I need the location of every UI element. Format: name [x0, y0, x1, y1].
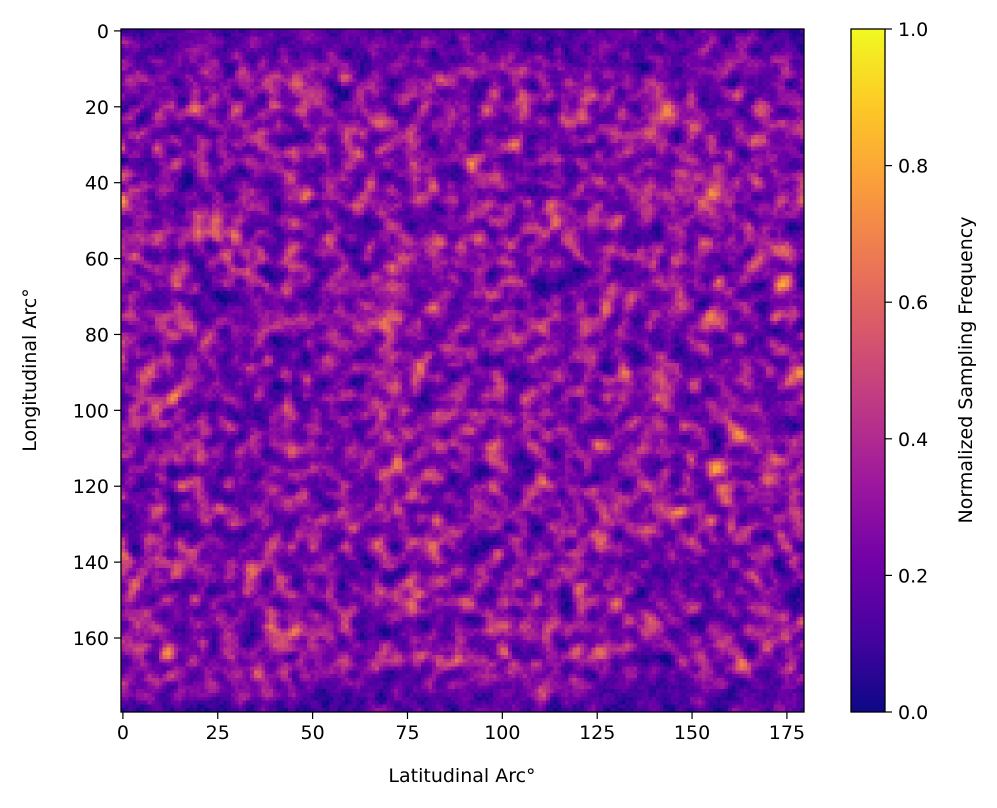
heatmap-plot-area: [120, 28, 805, 713]
colorbar-tick-label: 0.4: [898, 429, 928, 451]
colorbar-ticks: 0.0 0.2 0.4 0.6 0.8 1.0: [885, 19, 928, 724]
y-tick-label: 160: [73, 628, 109, 650]
y-tick-label: 140: [73, 552, 109, 574]
x-tick-label: 25: [206, 722, 230, 744]
x-axis-ticks: 0 25 50 75 100 125 150 175: [117, 712, 805, 744]
colorbar: 0.0 0.2 0.4 0.6 0.8 1.0 Normalized Sampling F…: [850, 19, 977, 724]
x-tick-label: 50: [301, 722, 325, 744]
colorbar-frame: [850, 28, 886, 713]
x-axis-label: Latitudinal Arc°: [388, 765, 535, 787]
x-tick-label: 125: [579, 722, 615, 744]
heatmap-image: [121, 29, 804, 712]
colorbar-label: Normalized Sampling Frequency: [955, 217, 977, 524]
y-tick-label: 0: [97, 21, 109, 43]
x-tick-label: 175: [769, 722, 805, 744]
x-tick-label: 100: [484, 722, 520, 744]
plot-frame: [120, 28, 805, 713]
x-tick-label: 150: [674, 722, 710, 744]
y-axis-label: Longitudinal Arc°: [19, 288, 41, 451]
y-axis-ticks: 0 20 40 60 80 100 120 140 160: [73, 21, 121, 650]
colorbar-tick-label: 0.8: [898, 156, 928, 178]
colorbar-tick-label: 0.0: [898, 702, 928, 724]
x-tick-label: 75: [395, 722, 419, 744]
y-tick-label: 80: [85, 324, 109, 346]
y-tick-label: 60: [85, 249, 109, 271]
y-tick-label: 100: [73, 400, 109, 422]
x-tick-label: 0: [117, 722, 129, 744]
colorbar-tick-label: 0.2: [898, 565, 928, 587]
colorbar-tick-label: 0.6: [898, 292, 928, 314]
colorbar-tick-label: 1.0: [898, 19, 928, 41]
y-tick-label: 20: [85, 97, 109, 119]
y-tick-label: 40: [85, 173, 109, 195]
y-tick-label: 120: [73, 476, 109, 498]
colorbar-fill: [851, 29, 885, 712]
